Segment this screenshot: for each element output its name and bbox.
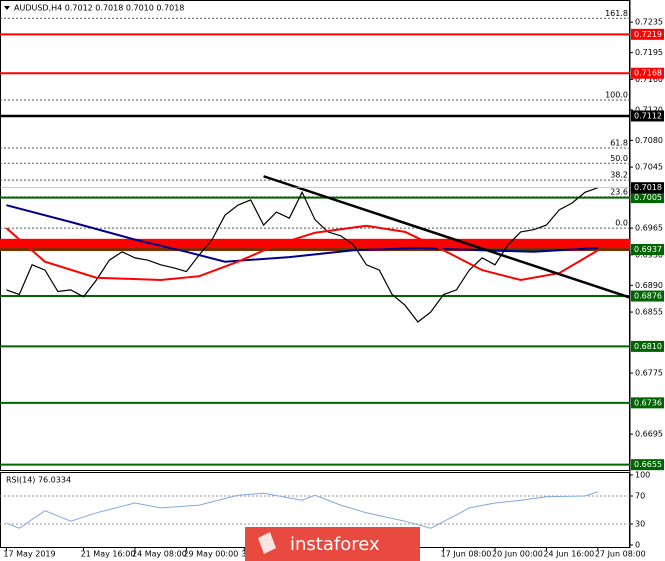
- series-line: [6, 491, 599, 529]
- fibo-label: 100.0: [605, 90, 628, 99]
- x-tick-label: 17 Jun 08:00: [441, 550, 492, 559]
- watermark-logo: [258, 532, 276, 554]
- x-tick-label: 24 May 08:00: [132, 550, 187, 559]
- y-tick-label: 30: [635, 520, 645, 529]
- y-tick-label: 0.7195: [635, 48, 663, 57]
- x-tick-label: 24 Jun 16:00: [543, 550, 594, 559]
- fibo-label: 23.6: [610, 187, 628, 196]
- level-label: 0.6655: [634, 460, 662, 469]
- y-tick-label: 100: [635, 471, 650, 480]
- level-label: 0.6876: [634, 292, 662, 301]
- level-box: [631, 459, 664, 471]
- level-label: 0.6937: [634, 245, 662, 254]
- level-box: [631, 110, 664, 122]
- chart-title: AUDUSD,H4 0.7012 0.7018 0.7010 0.7018: [14, 4, 184, 13]
- fibo-label: 161.8: [605, 9, 628, 18]
- last-price-box: [631, 182, 664, 194]
- level-box: [631, 67, 664, 79]
- level-label: 0.7005: [634, 193, 662, 202]
- x-tick-label: 29 May 00:00: [183, 550, 238, 559]
- y-tick-label: 0.7080: [635, 136, 663, 145]
- x-tick-label: 27 Jun 08:00: [595, 550, 646, 559]
- y-tick-label: 0: [635, 541, 640, 550]
- level-label: 0.6736: [634, 398, 662, 407]
- y-tick-label: 0.6695: [635, 430, 663, 439]
- series-line: [6, 187, 599, 323]
- trendline: [263, 175, 631, 299]
- main-panel: [0, 0, 630, 471]
- x-tick-label: 21 May 16:00: [81, 550, 136, 559]
- y-tick-label: 0.6775: [635, 369, 663, 378]
- level-box: [631, 397, 664, 409]
- level-label: 0.6810: [634, 342, 662, 351]
- watermark: instaforex: [245, 527, 420, 561]
- level-label: 0.7219: [634, 30, 662, 39]
- x-tick-label: 17 May 2019: [3, 550, 55, 559]
- y-tick-label: 0.7120: [635, 105, 663, 114]
- level-box: [631, 340, 664, 352]
- y-tick-label: 0.6890: [635, 281, 663, 290]
- level-label: 0.7168: [634, 69, 662, 78]
- level-box: [631, 28, 664, 40]
- y-tick-label: 0.6965: [635, 224, 663, 233]
- y-tick-label: 0.7160: [635, 75, 663, 84]
- x-tick-label: 20 Jun 00:00: [492, 550, 543, 559]
- fibo-label: 50.0: [610, 154, 628, 163]
- fibo-label: 0.0: [615, 219, 628, 228]
- level-label: 0.7112: [634, 111, 662, 120]
- fibo-label: 61.8: [610, 139, 628, 148]
- level-box: [631, 192, 664, 204]
- y-tick-label: 0.6855: [635, 308, 663, 317]
- rsi-title: RSI(14) 76.0334: [6, 476, 71, 485]
- series-line: [6, 204, 598, 263]
- y-tick-label: 0.7235: [635, 18, 663, 27]
- level-box: [631, 243, 664, 255]
- y-tick-label: 70: [635, 492, 645, 501]
- last-price-label: 0.7018: [634, 183, 662, 192]
- header-arrow: [4, 6, 10, 10]
- series-line: [5, 224, 599, 282]
- fibo-label: 38.2: [610, 171, 628, 180]
- y-tick-label: 0.7045: [635, 163, 663, 172]
- watermark-text: instaforex: [290, 534, 380, 555]
- level-box: [631, 290, 664, 302]
- zone: [0, 238, 630, 252]
